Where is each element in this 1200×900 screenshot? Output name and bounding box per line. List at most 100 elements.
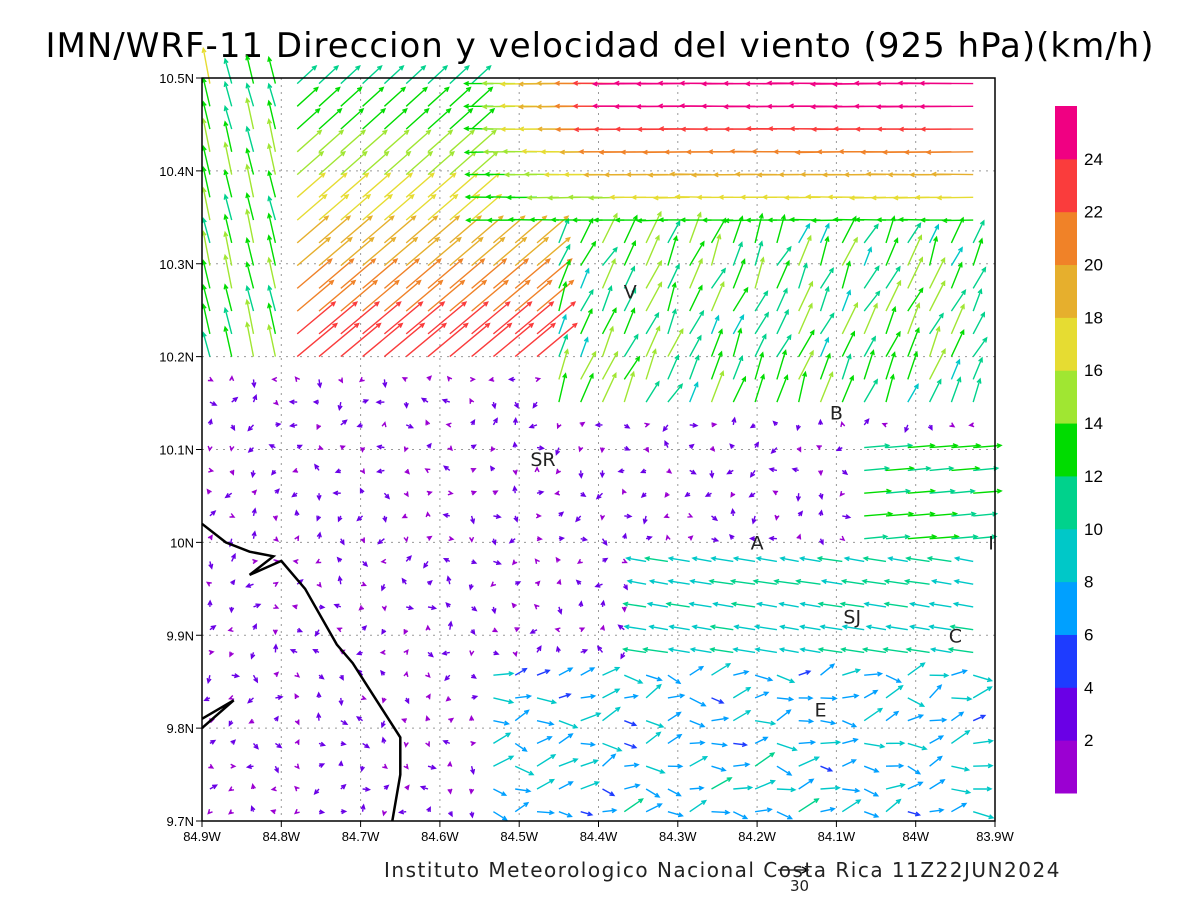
- colorbar-segment: [1055, 740, 1077, 794]
- place-label: SJ: [843, 607, 861, 629]
- wind-arrow: [449, 107, 474, 130]
- wind-arrow: [556, 423, 562, 430]
- wind-arrow: [424, 468, 431, 474]
- wind-arrow: [512, 469, 518, 476]
- wind-arrow: [710, 556, 734, 563]
- wind-arrow: [558, 720, 579, 729]
- place-label: E: [815, 700, 827, 722]
- colorbar-label: 20: [1084, 256, 1103, 275]
- wind-arrow: [449, 86, 472, 107]
- wind-arrow: [425, 715, 431, 722]
- wind-arrow: [207, 534, 213, 541]
- wind-arrow: [340, 86, 363, 107]
- wind-arrow: [907, 222, 922, 244]
- wind-arrow: [274, 742, 283, 749]
- wind-arrow: [383, 129, 410, 153]
- wind-arrow: [799, 624, 821, 631]
- wind-arrow: [907, 697, 926, 707]
- wind-arrow: [776, 811, 794, 820]
- wind-arrow: [602, 808, 618, 814]
- colorbar-segment: [1055, 317, 1077, 371]
- wind-arrow: [839, 601, 865, 608]
- wind-arrow: [512, 416, 519, 425]
- wind-arrow: [490, 446, 496, 453]
- wind-arrow: [732, 375, 746, 403]
- tick-label-lon: 84.3W: [659, 829, 697, 844]
- wind-arrow: [579, 627, 586, 633]
- wind-arrow: [752, 578, 778, 585]
- wind-arrow: [622, 647, 647, 654]
- wind-arrow: [447, 760, 453, 767]
- wind-arrow: [840, 421, 846, 428]
- wind-arrow: [209, 784, 219, 790]
- wind-arrow: [666, 468, 673, 474]
- wind-arrow: [645, 259, 663, 289]
- wind-arrow: [493, 788, 508, 796]
- wind-arrow: [885, 684, 904, 699]
- wind-arrow: [267, 284, 277, 312]
- tick-label-lon: 84.6W: [421, 829, 459, 844]
- wind-arrow: [318, 215, 352, 244]
- wind-arrow: [383, 107, 408, 130]
- wind-arrow: [314, 463, 320, 471]
- wind-arrow: [426, 375, 433, 381]
- wind-arrow: [318, 129, 345, 153]
- wind-arrow: [471, 559, 478, 565]
- wind-arrow: [929, 755, 943, 767]
- wind-arrow: [296, 322, 339, 358]
- wind-arrow: [375, 399, 385, 405]
- wind-arrow: [492, 236, 528, 267]
- wind-arrow: [776, 709, 792, 722]
- wind-arrow: [689, 720, 706, 728]
- wind-arrow: [667, 647, 690, 654]
- wind-arrow: [397, 809, 407, 815]
- wind-arrow: [950, 261, 963, 289]
- wind-arrow: [292, 467, 299, 473]
- wind-arrow: [514, 742, 528, 752]
- wind-arrow: [711, 716, 730, 722]
- wind-arrow: [622, 488, 627, 495]
- wind-arrow: [819, 267, 834, 289]
- wind-arrow: [294, 785, 300, 792]
- wind-arrow: [602, 788, 616, 797]
- wind-arrow: [470, 515, 476, 525]
- wind-arrow: [907, 742, 928, 751]
- wind-arrow: [732, 556, 756, 563]
- wind-arrow: [620, 652, 626, 660]
- wind-arrow: [294, 693, 300, 700]
- wind-arrow: [223, 306, 233, 335]
- wind-arrow: [642, 515, 648, 525]
- tick-label-lon: 84.9W: [183, 829, 221, 844]
- wind-arrow: [664, 439, 670, 448]
- wind-arrow: [356, 515, 364, 522]
- wind-arrow: [951, 511, 977, 517]
- wind-arrow: [492, 490, 499, 496]
- wind-arrow: [296, 86, 319, 107]
- wind-arrow: [624, 693, 639, 699]
- wind-arrow: [447, 445, 453, 452]
- colorbar-segment: [1055, 475, 1077, 530]
- wind-arrow: [201, 331, 211, 357]
- wind-arrow: [732, 709, 752, 722]
- wind-arrow: [447, 620, 453, 630]
- wind-arrow: [796, 533, 802, 540]
- wind-arrow: [296, 258, 333, 289]
- wind-arrow: [251, 379, 257, 389]
- wind-arrow: [950, 729, 971, 744]
- wind-arrow: [248, 718, 255, 724]
- wind-arrow: [820, 578, 843, 585]
- wind-arrow: [580, 781, 601, 790]
- wind-arrow: [887, 556, 908, 563]
- wind-arrow: [623, 307, 636, 335]
- wind-arrow: [645, 674, 663, 682]
- wind-arrow: [667, 308, 677, 335]
- wind-arrow: [514, 801, 530, 813]
- wind-arrow: [864, 443, 891, 449]
- wind-arrow: [555, 556, 561, 563]
- wind-arrow: [296, 172, 326, 198]
- wind-arrow: [318, 763, 326, 769]
- wind-arrow: [268, 444, 276, 449]
- wind-arrow: [360, 695, 367, 701]
- colorbar-label: 18: [1084, 308, 1103, 327]
- wind-arrow: [318, 172, 348, 198]
